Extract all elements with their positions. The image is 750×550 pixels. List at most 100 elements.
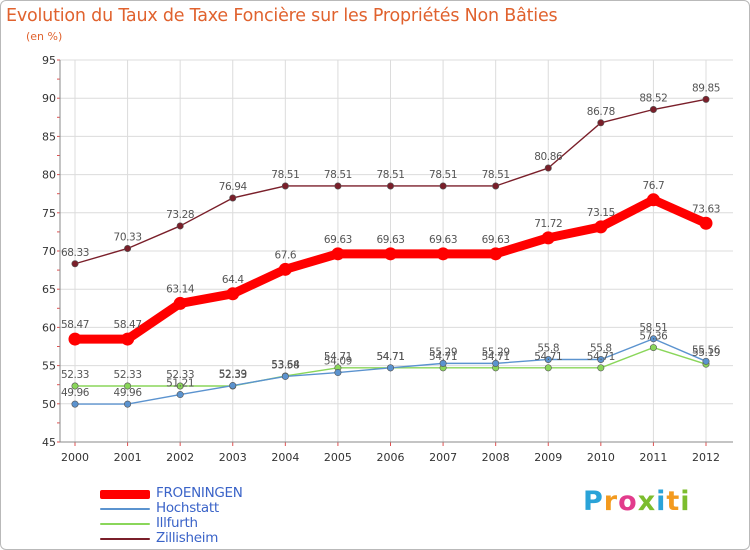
data-point-illfurth (124, 382, 132, 390)
y-tick-label: 75 (42, 207, 56, 220)
data-label-froeningen: 73.63 (692, 203, 720, 215)
data-point-froeningen (436, 247, 450, 261)
data-label-illfurth: 54.71 (587, 351, 615, 363)
y-tick-label: 90 (42, 92, 56, 105)
legend-swatch (100, 489, 150, 499)
data-point-illfurth (544, 364, 552, 372)
data-point-hochstatt (229, 382, 237, 390)
data-point-froeningen (68, 332, 82, 346)
data-point-hochstatt (281, 372, 289, 380)
data-label-zillisheim: 76.94 (219, 181, 248, 193)
x-tick-label: 2004 (271, 451, 299, 464)
x-tick-label: 2008 (482, 451, 510, 464)
data-point-zillisheim (281, 182, 289, 190)
data-label-froeningen: 58.47 (114, 319, 142, 331)
y-tick-label: 95 (42, 54, 56, 67)
data-label-froeningen: 58.47 (61, 319, 89, 331)
data-label-illfurth: 57.36 (639, 331, 668, 343)
data-label-illfurth: 54.71 (324, 351, 352, 363)
data-label-hochstatt: 55.8 (590, 342, 612, 354)
data-point-zillisheim (649, 106, 657, 114)
data-point-illfurth (71, 382, 79, 390)
data-point-hochstatt (124, 400, 132, 408)
data-label-froeningen: 64.4 (222, 274, 244, 286)
y-tick-label: 55 (42, 360, 56, 373)
data-label-illfurth: 54.71 (376, 351, 404, 363)
data-point-zillisheim (386, 182, 394, 190)
data-point-hochstatt (334, 369, 342, 377)
x-tick-label: 2007 (429, 451, 457, 464)
data-point-froeningen (384, 247, 397, 261)
y-tick-label: 50 (42, 398, 56, 411)
data-label-zillisheim: 78.51 (429, 169, 457, 181)
data-label-hochstatt: 58.51 (639, 322, 667, 334)
data-label-froeningen: 69.63 (324, 234, 352, 246)
data-label-froeningen: 69.63 (482, 234, 510, 246)
data-label-illfurth: 52.33 (219, 369, 247, 381)
data-point-zillisheim (229, 194, 237, 202)
data-label-hochstatt: 49.96 (61, 387, 90, 399)
data-label-froeningen: 71.72 (534, 218, 562, 230)
data-point-zillisheim (71, 260, 79, 268)
x-tick-label: 2005 (324, 451, 352, 464)
data-point-illfurth (176, 382, 184, 390)
y-tick-label: 70 (42, 245, 56, 258)
logo-letter: x (637, 486, 657, 517)
proxiti-logo: Proxiti (583, 486, 691, 517)
legend-swatch (100, 538, 150, 540)
data-point-hochstatt (702, 357, 710, 365)
data-label-zillisheim: 89.85 (692, 82, 720, 94)
data-point-hochstatt (492, 359, 500, 367)
unit-label: (en %) (26, 30, 63, 43)
data-label-hochstatt: 49.96 (114, 387, 143, 399)
logo-letter: t (666, 486, 681, 517)
data-label-froeningen: 69.63 (376, 234, 404, 246)
y-tick-label: 85 (42, 130, 56, 143)
data-point-zillisheim (439, 182, 447, 190)
x-tick-label: 2000 (61, 451, 89, 464)
data-point-hochstatt (176, 391, 184, 399)
y-tick-label: 65 (42, 283, 56, 296)
y-tick-label: 60 (42, 321, 56, 334)
axes: 45 50 55 60 65 70 75 80 85 90 95 2000 2001 2002 2003 20… (42, 54, 733, 464)
logo-letter: r (603, 486, 619, 517)
data-point-hochstatt (386, 364, 394, 372)
data-point-zillisheim (176, 222, 184, 230)
x-tick-label: 2001 (114, 451, 142, 464)
x-tick-label: 2009 (534, 451, 562, 464)
x-tick-label: 2003 (219, 451, 247, 464)
data-label-hochstatt: 55.56 (692, 344, 721, 356)
data-label-hochstatt: 54.71 (376, 351, 404, 363)
legend-label: Illfurth (156, 515, 198, 531)
data-label-illfurth: 52.33 (61, 369, 89, 381)
logo-letter: P (583, 486, 604, 517)
y-tick-label: 80 (42, 169, 56, 182)
data-label-froeningen: 63.14 (166, 283, 195, 295)
legend-swatch (100, 508, 150, 510)
data-point-froeningen (541, 231, 555, 245)
data-point-zillisheim (702, 95, 710, 103)
data-label-hochstatt: 51.21 (166, 378, 194, 390)
data-point-zillisheim (334, 182, 342, 190)
x-tick-label: 2011 (639, 451, 667, 464)
logo-letter: i (680, 486, 691, 517)
data-point-froeningen (173, 296, 187, 310)
logo-letter: i (656, 486, 667, 517)
data-point-froeningen (699, 216, 713, 230)
data-label-illfurth: 53.64 (271, 359, 300, 371)
data-point-hochstatt (544, 355, 552, 363)
data-label-hochstatt: 53.58 (271, 359, 299, 371)
data-label-zillisheim: 78.51 (324, 169, 352, 181)
x-tick-label: 2012 (692, 451, 720, 464)
x-tick-label: 2010 (587, 451, 615, 464)
legend-label: Zillisheim (156, 530, 219, 546)
data-label-illfurth: 52.33 (166, 369, 194, 381)
data-label-hochstatt: 55.8 (537, 342, 559, 354)
data-point-illfurth (649, 344, 657, 352)
x-tick-label: 2002 (166, 451, 194, 464)
data-point-hochstatt (71, 400, 79, 408)
data-point-zillisheim (124, 244, 132, 252)
chart-title: Evolution du Taux de Taxe Foncière sur l… (6, 6, 558, 26)
